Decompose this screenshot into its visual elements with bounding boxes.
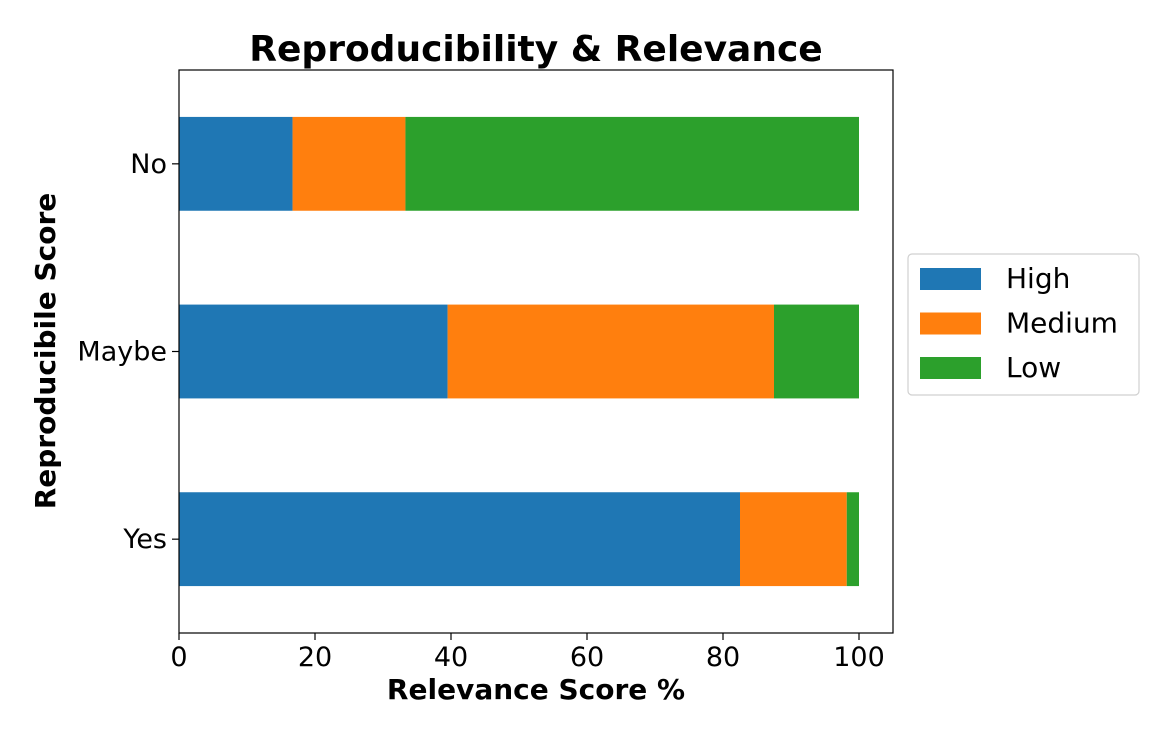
legend-label-medium: Medium — [1006, 307, 1118, 340]
x-tick-label: 0 — [170, 642, 187, 673]
x-tick-label: 80 — [706, 642, 740, 673]
x-tick-label: 40 — [434, 642, 468, 673]
legend: High Medium Low — [907, 253, 1140, 396]
x-tick-label: 60 — [570, 642, 604, 673]
bar-low-maybe — [774, 304, 859, 399]
legend-swatch-medium — [920, 312, 981, 335]
bar-low-yes — [846, 492, 859, 587]
bar-high-yes — [179, 492, 740, 587]
x-tick-label: 100 — [833, 642, 885, 673]
legend-label-low: Low — [1006, 351, 1061, 384]
plot-frame — [178, 69, 894, 634]
bar-medium-maybe — [447, 304, 774, 399]
legend-swatch-high — [920, 268, 981, 290]
bar-medium-no — [292, 116, 406, 211]
bar-high-maybe — [179, 304, 448, 399]
y-tick-label: Maybe — [77, 337, 167, 368]
x-axis-label: Relevance Score % — [387, 673, 685, 706]
x-tick-label: 20 — [298, 642, 332, 673]
legend-label-high: High — [1006, 262, 1070, 295]
plot-area: Yes Maybe No 0 20 40 60 80 100 — [77, 116, 885, 673]
bar-low-no — [405, 116, 859, 211]
y-axis-label: Reproducibile Score — [29, 193, 62, 510]
legend-swatch-low — [920, 357, 981, 379]
bar-high-no — [179, 116, 293, 211]
y-tick-label: Yes — [122, 524, 167, 555]
bar-medium-yes — [740, 492, 847, 587]
y-tick-label: No — [130, 149, 167, 180]
chart-title: Reproducibility & Relevance — [249, 29, 822, 70]
